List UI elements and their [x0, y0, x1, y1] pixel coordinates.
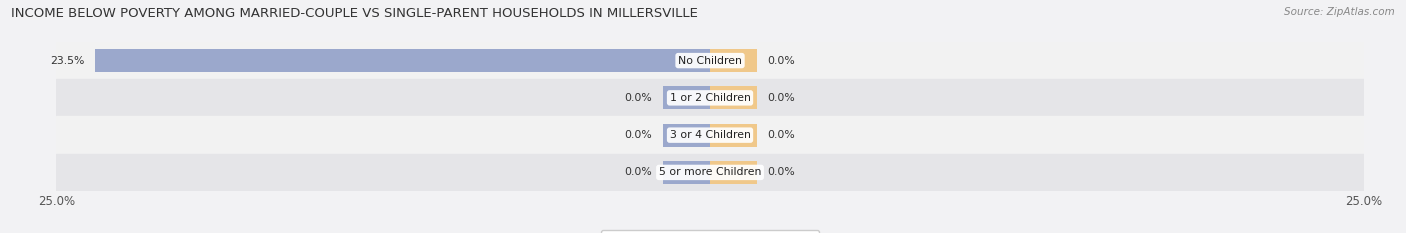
Bar [710, 86, 756, 110]
Text: 0.0%: 0.0% [624, 130, 652, 140]
Text: 1 or 2 Children: 1 or 2 Children [669, 93, 751, 103]
Bar [664, 123, 710, 147]
Text: 3 or 4 Children: 3 or 4 Children [669, 130, 751, 140]
Text: 0.0%: 0.0% [768, 56, 796, 65]
Text: 23.5%: 23.5% [51, 56, 84, 65]
Bar [56, 79, 1364, 116]
Bar [96, 49, 710, 72]
Bar [56, 116, 1364, 154]
Text: 0.0%: 0.0% [768, 93, 796, 103]
Text: 0.0%: 0.0% [624, 93, 652, 103]
Bar [710, 49, 756, 72]
Text: Source: ZipAtlas.com: Source: ZipAtlas.com [1284, 7, 1395, 17]
Bar [710, 123, 756, 147]
Text: 0.0%: 0.0% [768, 130, 796, 140]
Bar [664, 86, 710, 110]
Text: INCOME BELOW POVERTY AMONG MARRIED-COUPLE VS SINGLE-PARENT HOUSEHOLDS IN MILLERS: INCOME BELOW POVERTY AMONG MARRIED-COUPL… [11, 7, 699, 20]
Bar [664, 161, 710, 184]
Text: 0.0%: 0.0% [624, 168, 652, 177]
Text: No Children: No Children [678, 56, 742, 65]
Legend: Married Couples, Single Parents: Married Couples, Single Parents [600, 230, 820, 233]
Bar [56, 154, 1364, 191]
Bar [56, 42, 1364, 79]
Bar [710, 161, 756, 184]
Text: 5 or more Children: 5 or more Children [659, 168, 761, 177]
Text: 0.0%: 0.0% [768, 168, 796, 177]
